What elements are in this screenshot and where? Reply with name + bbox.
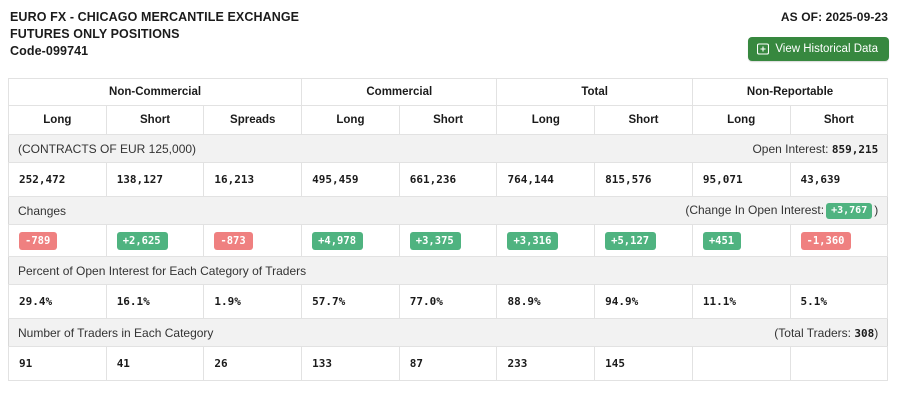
- change-in-open-interest-label: (Change In Open Interest:: [685, 202, 825, 217]
- group-header-total: Total: [496, 78, 693, 106]
- cell-change-total-short: +5,127: [594, 224, 693, 257]
- cell-change-nonrep-long: +451: [691, 224, 791, 257]
- col-header-comm-short: Short: [398, 105, 498, 135]
- col-header-noncomm-short: Short: [105, 105, 205, 135]
- cell-positions-comm-short: 661,236: [398, 162, 498, 197]
- cell-change-total-long: +3,316: [496, 224, 596, 257]
- change-badge: +3,316: [507, 231, 559, 250]
- cell-percent-noncomm-long: 29.4%: [8, 284, 107, 319]
- cell-percent-nonrep-long: 11.1%: [691, 284, 791, 319]
- change-in-open-interest-suffix: ): [874, 202, 879, 217]
- cell-positions-total-short: 815,576: [594, 162, 693, 197]
- col-header-total-long: Long: [496, 105, 596, 135]
- banner-cell-traders: Number of Traders in Each Category (Tota…: [8, 318, 888, 347]
- report-title-block: EURO FX - CHICAGO MERCANTILE EXCHANGE FU…: [10, 9, 888, 60]
- col-header-comm-long: Long: [301, 105, 400, 135]
- cell-traders-noncomm-spreads: 26: [203, 346, 303, 381]
- cell-change-comm-short: +3,375: [398, 224, 498, 257]
- view-historical-data-label: View Historical Data: [775, 43, 878, 55]
- cell-percent-comm-long: 57.7%: [301, 284, 400, 319]
- cell-traders-nonrep-long: [691, 346, 791, 381]
- cell-positions-noncomm-short: 138,127: [105, 162, 205, 197]
- group-header-row: Non-Commercial Commercial Total Non-Repo…: [7, 78, 889, 106]
- cell-percent-noncomm-short: 16.1%: [105, 284, 205, 319]
- total-traders-value: 308: [854, 326, 875, 340]
- open-interest-label: Open Interest:: [752, 141, 829, 156]
- cell-change-noncomm-long: -789: [8, 224, 107, 257]
- cell-traders-total-short: 145: [594, 346, 693, 381]
- change-badge: +3,375: [409, 231, 461, 250]
- cell-traders-nonrep-short: [789, 346, 889, 381]
- change-badge: -789: [19, 231, 58, 250]
- banner-cell-contracts: (CONTRACTS OF EUR 125,000) Open Interest…: [8, 134, 888, 163]
- table-row-traders: 91 41 26 133 87 233 145: [8, 346, 889, 381]
- banner-cell-changes: Changes (Change In Open Interest: +3,767): [8, 196, 888, 225]
- cell-positions-total-long: 764,144: [496, 162, 596, 197]
- calendar-plus-icon: [757, 43, 770, 55]
- col-header-noncomm-long: Long: [8, 105, 107, 135]
- cell-positions-comm-long: 495,459: [301, 162, 400, 197]
- open-interest-value: 859,215: [831, 142, 879, 156]
- cell-percent-nonrep-short: 5.1%: [789, 284, 889, 319]
- cell-traders-noncomm-short: 41: [105, 346, 205, 381]
- column-header-row: Long Short Spreads Long Short Long Short…: [8, 105, 889, 135]
- cot-positions-table: Non-Commercial Commercial Total Non-Repo…: [7, 78, 889, 381]
- cell-percent-total-short: 94.9%: [594, 284, 693, 319]
- cell-traders-total-long: 233: [496, 346, 596, 381]
- changes-label: Changes: [18, 203, 67, 218]
- banner-row-traders: Number of Traders in Each Category (Tota…: [8, 318, 888, 347]
- group-header-commercial: Commercial: [301, 78, 498, 106]
- open-interest-block: Open Interest: 859,215: [752, 142, 878, 156]
- banner-row-changes: Changes (Change In Open Interest: +3,767): [8, 196, 888, 225]
- report-code: Code-099741: [10, 44, 89, 58]
- contracts-unit-label: (CONTRACTS OF EUR 125,000): [18, 141, 197, 156]
- cell-positions-nonrep-short: 43,639: [789, 162, 889, 197]
- col-header-total-short: Short: [594, 105, 693, 135]
- cell-positions-noncomm-long: 252,472: [8, 162, 107, 197]
- change-badge: -1,360: [800, 231, 852, 250]
- table-row-changes: -789 +2,625 -873 +4,978 +3,375 +3,316 +5…: [8, 224, 889, 257]
- table-row-positions: 252,472 138,127 16,213 495,459 661,236 7…: [8, 162, 889, 197]
- as-of-date: AS OF: 2025-09-23: [780, 10, 888, 24]
- cell-positions-nonrep-long: 95,071: [691, 162, 791, 197]
- banner-row-percent: Percent of Open Interest for Each Catego…: [8, 256, 888, 285]
- banner-row-contracts: (CONTRACTS OF EUR 125,000) Open Interest…: [8, 134, 888, 163]
- total-traders-suffix: ): [874, 325, 879, 340]
- col-header-nonrep-long: Long: [691, 105, 791, 135]
- cell-traders-comm-long: 133: [301, 346, 400, 381]
- cell-change-noncomm-short: +2,625: [105, 224, 205, 257]
- percent-open-interest-label: Percent of Open Interest for Each Catego…: [18, 263, 307, 278]
- col-header-nonrep-short: Short: [789, 105, 889, 135]
- cell-change-nonrep-short: -1,360: [789, 224, 889, 257]
- cell-positions-noncomm-spreads: 16,213: [203, 162, 303, 197]
- group-header-non-reportable: Non-Reportable: [691, 78, 889, 106]
- cell-traders-comm-short: 87: [398, 346, 498, 381]
- change-badge: +5,127: [605, 231, 657, 250]
- change-in-open-interest-block: (Change In Open Interest: +3,767): [685, 202, 879, 219]
- total-traders-block: (Total Traders: 308): [774, 326, 878, 340]
- cell-percent-noncomm-spreads: 1.9%: [203, 284, 303, 319]
- report-subtitle: FUTURES ONLY POSITIONS: [10, 27, 180, 41]
- change-in-open-interest-badge: +3,767: [826, 202, 873, 219]
- cell-percent-total-long: 88.9%: [496, 284, 596, 319]
- cell-percent-comm-short: 77.0%: [398, 284, 498, 319]
- banner-cell-percent: Percent of Open Interest for Each Catego…: [8, 256, 888, 285]
- change-badge: +2,625: [116, 231, 168, 250]
- total-traders-label: (Total Traders:: [774, 325, 851, 340]
- change-badge: -873: [214, 231, 253, 250]
- cell-traders-noncomm-long: 91: [8, 346, 107, 381]
- change-badge: +451: [702, 231, 742, 250]
- col-header-noncomm-spreads: Spreads: [203, 105, 303, 135]
- cell-change-comm-long: +4,978: [301, 224, 400, 257]
- cell-change-noncomm-spreads: -873: [203, 224, 303, 257]
- table-row-percent: 29.4% 16.1% 1.9% 57.7% 77.0% 88.9% 94.9%…: [8, 284, 889, 319]
- view-historical-data-button[interactable]: View Historical Data: [748, 37, 889, 61]
- report-header: EURO FX - CHICAGO MERCANTILE EXCHANGE FU…: [0, 0, 900, 78]
- page-title: EURO FX - CHICAGO MERCANTILE EXCHANGE: [10, 10, 300, 24]
- number-of-traders-label: Number of Traders in Each Category: [18, 325, 214, 340]
- change-badge: +4,978: [312, 231, 364, 250]
- group-header-non-commercial: Non-Commercial: [7, 78, 303, 106]
